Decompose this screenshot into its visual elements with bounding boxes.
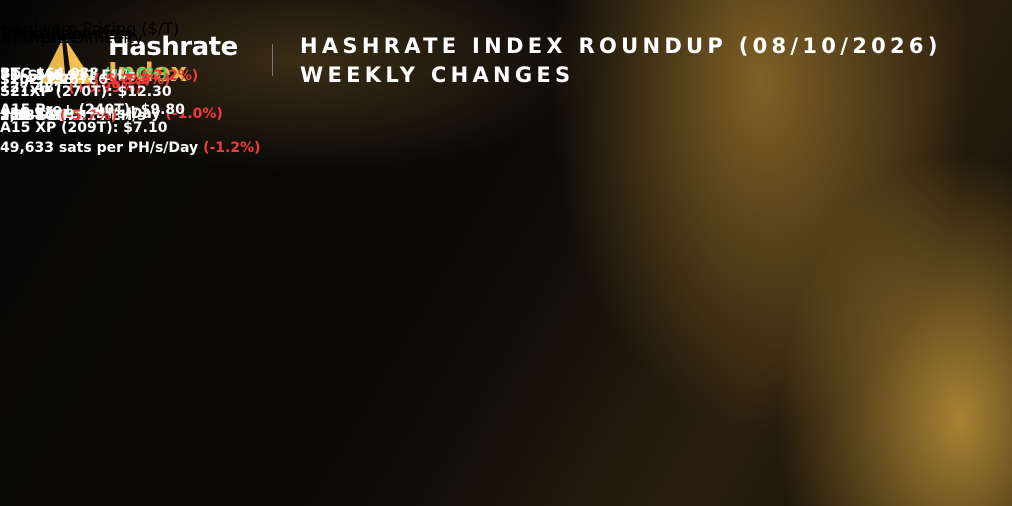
subtitle: WEEKLY CHANGES (300, 63, 575, 87)
card-title: Miner Rewards (0, 24, 118, 43)
card-line: A15 XP (209T): $7.10 (0, 120, 1012, 136)
line-text: $202,798,786 (0, 72, 109, 88)
line-text: S21XP (270T): $12.30 (0, 84, 172, 100)
line-text: $1,493,267 (0, 72, 89, 88)
change: (+2.0%) (104, 66, 168, 82)
line-text: 30D-SMA 914 EH/s (0, 108, 146, 124)
card-line: 7D-SMA 911 EH/s (-2.2%) (0, 68, 1012, 84)
card-line: BTC $64,033 (+2.0%) (0, 66, 1012, 82)
divider (272, 44, 273, 76)
card-line: A15 Pro+ (240T): $9.80 (0, 102, 1012, 118)
line-text: A15 XP (209T): $7.10 (0, 120, 168, 136)
change: (-1.3%) (112, 72, 171, 88)
title: HASHRATE INDEX ROUNDUP (08/10/2026) (300, 34, 942, 58)
logo-text: Hashrate (108, 32, 238, 62)
logo-text: Index (108, 58, 187, 88)
card-title: Hashrate (0, 28, 73, 47)
change: (+0.99%) (68, 80, 142, 96)
change: (-1.0%) (165, 106, 223, 122)
card-line: $31.73 per PH/s/Day (-1.0%) (0, 106, 1012, 122)
card-line: $1,493,267 (-5.2%) (0, 72, 1012, 88)
card-line: 30D-SMA 914 EH/s (0, 108, 1012, 124)
card-title: Transaction Fees (0, 24, 133, 43)
card-line: $202,798,786 (-1.3%) (0, 72, 1012, 88)
line-text: A15 Pro+ (240T): $9.80 (0, 102, 185, 118)
card-line: S21XP (270T): $12.30 (0, 84, 1012, 100)
logo-icon (41, 40, 93, 84)
line-text: 7D-SMA 911 EH/s (0, 68, 136, 84)
change: (-2.2%) (140, 68, 199, 84)
change: (-5.2%) (93, 72, 151, 88)
line-text: 3,158 BTC (0, 108, 80, 124)
card-line: 127.48T (+0.99%) (0, 80, 1012, 96)
line-text: 127.48T (0, 80, 64, 96)
card-line: 49,633 sats per PH/s/Day (-1.2%) (0, 140, 1012, 156)
card-title: Hashprice (0, 28, 81, 47)
line-text: $31.73 per PH/s/Day (0, 106, 161, 122)
card-title: Network Difficulty (0, 28, 144, 47)
card-title: Hardware Pricing ($/T) (0, 19, 180, 38)
line-text: 49,633 sats per PH/s/Day (0, 140, 199, 156)
line-text: 23 BTC (0, 108, 55, 124)
change: (-5.7%) (59, 108, 118, 124)
line-text: BTC $64,033 (0, 66, 100, 82)
card-line: 23 BTC (-5.7%) (0, 108, 1012, 124)
change: (-1.2%) (203, 140, 261, 156)
card-line: 3,158 BTC (0, 108, 1012, 124)
